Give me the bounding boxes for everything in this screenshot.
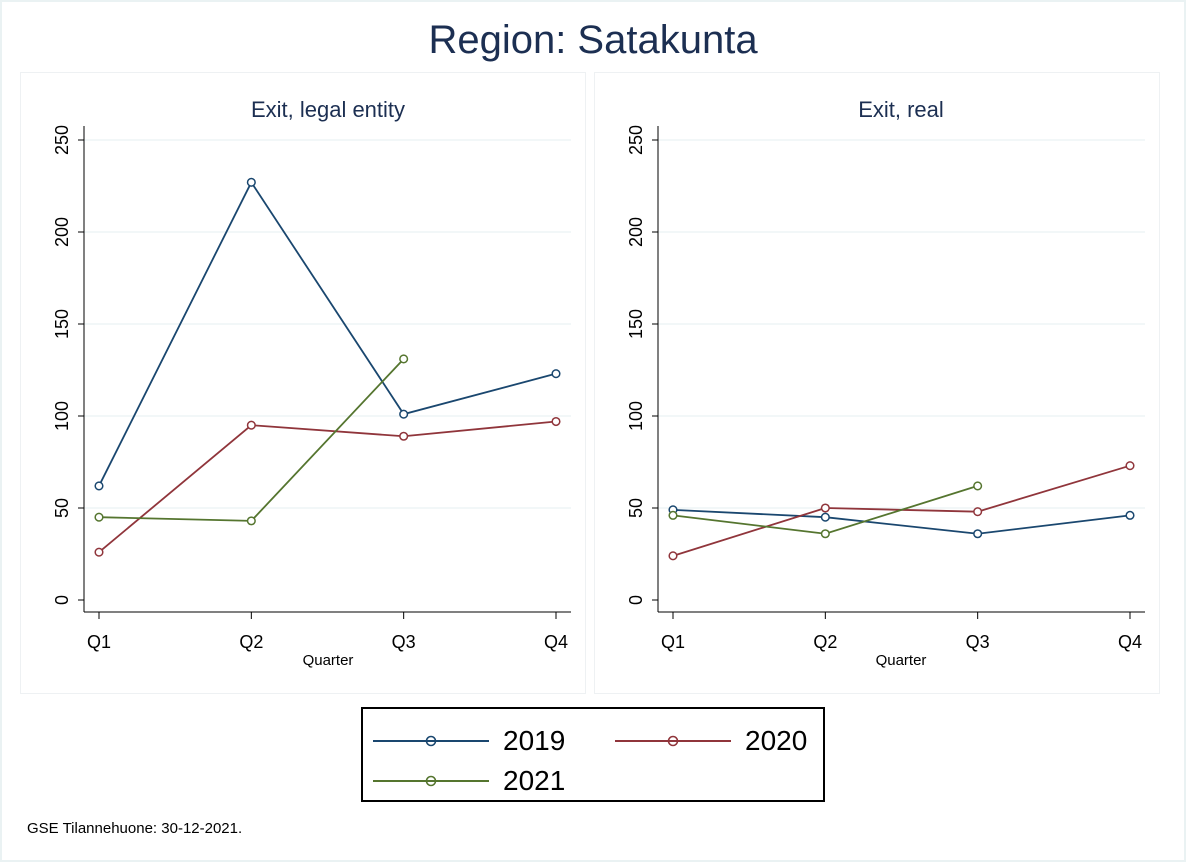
legend-marker-2019 bbox=[425, 735, 437, 747]
legend: 2019 2020 2021 bbox=[361, 707, 825, 802]
legend-marker-2020 bbox=[667, 735, 679, 747]
panel-title: Exit, real bbox=[858, 97, 944, 122]
y-tick-label-250: 250 bbox=[626, 125, 646, 155]
point-2020-Q2 bbox=[820, 503, 830, 513]
point-2019-Q3 bbox=[973, 529, 983, 539]
y-tick-label-0: 0 bbox=[52, 595, 72, 605]
point-2019-Q4 bbox=[551, 369, 561, 379]
point-2019-Q3 bbox=[399, 409, 409, 419]
point-2021-Q1 bbox=[94, 512, 104, 522]
series-line-2019 bbox=[672, 508, 1131, 535]
legend-item-2021: 2021 bbox=[373, 765, 565, 797]
legend-item-2020: 2020 bbox=[615, 725, 807, 757]
x-axis-title: Quarter bbox=[303, 652, 354, 669]
main-title: Region: Satakunta bbox=[428, 18, 758, 62]
y-tick-label-100: 100 bbox=[626, 401, 646, 431]
point-2020-Q4 bbox=[551, 416, 561, 427]
point-2019-Q2 bbox=[820, 512, 830, 522]
legend-label-2021: 2021 bbox=[503, 765, 566, 796]
point-2020-Q1 bbox=[668, 551, 678, 561]
point-2020-Q3 bbox=[399, 431, 409, 441]
panel-right-border bbox=[594, 72, 1160, 694]
legend-marker-2021 bbox=[425, 775, 437, 787]
y-tick-label-150: 150 bbox=[52, 309, 72, 339]
y-tick-label-200: 200 bbox=[52, 217, 72, 247]
point-2020-Q4 bbox=[1125, 461, 1135, 471]
y-tick-label-50: 50 bbox=[626, 498, 646, 518]
legend-label-2020: 2020 bbox=[745, 725, 808, 756]
panel-2: Exit, real 0 50 100 150 200 250 Q1 Q2 Q3 Q4 Quarter bbox=[626, 97, 1145, 669]
legend-swatch-2019 bbox=[373, 735, 489, 747]
point-2020-Q2 bbox=[246, 420, 256, 430]
y-tick-label-0: 0 bbox=[626, 595, 646, 605]
footnote: GSE Tilannehuone: 30-12-2021. bbox=[27, 820, 243, 837]
point-2021-Q3 bbox=[973, 481, 983, 491]
point-2019-Q1 bbox=[94, 481, 104, 491]
y-tick-label-50: 50 bbox=[52, 498, 72, 518]
series-line-2020 bbox=[98, 420, 557, 553]
point-2021-Q2 bbox=[820, 529, 830, 539]
point-2020-Q3 bbox=[973, 507, 983, 517]
legend-label-2019: 2019 bbox=[503, 725, 566, 756]
legend-swatch-2020 bbox=[615, 735, 731, 747]
x-tick-label-Q4: Q4 bbox=[544, 632, 568, 652]
y-tick-label-200: 200 bbox=[626, 217, 646, 247]
charts-svg: Exit, legal entity 0 50 100 150 200 250 Q1 Q2 Q3 Q… bbox=[52, 97, 1145, 669]
panel-1: Exit, legal entity 0 50 100 150 200 250 Q1 Q2 Q3 Q… bbox=[52, 97, 571, 669]
x-tick-label-Q4: Q4 bbox=[1118, 632, 1142, 652]
point-2020-Q1 bbox=[94, 547, 104, 557]
x-tick-label-Q1: Q1 bbox=[661, 632, 685, 652]
point-2019-Q2 bbox=[246, 177, 256, 187]
series-line-2019 bbox=[98, 180, 557, 487]
x-tick-label-Q3: Q3 bbox=[392, 632, 416, 652]
x-axis-title: Quarter bbox=[876, 652, 927, 669]
x-tick-label-Q1: Q1 bbox=[87, 632, 111, 652]
legend-item-2019: 2019 bbox=[373, 725, 565, 757]
panel-left-border bbox=[20, 72, 586, 694]
point-2019-Q4 bbox=[1125, 510, 1135, 520]
panel-title: Exit, legal entity bbox=[251, 97, 405, 122]
x-tick-label-Q2: Q2 bbox=[813, 632, 837, 652]
y-tick-label-150: 150 bbox=[626, 309, 646, 339]
point-2021-Q1 bbox=[668, 510, 678, 520]
legend-swatch-2021 bbox=[373, 775, 489, 787]
y-tick-label-250: 250 bbox=[52, 125, 72, 155]
y-tick-label-100: 100 bbox=[52, 401, 72, 431]
x-tick-label-Q3: Q3 bbox=[966, 632, 990, 652]
x-tick-label-Q2: Q2 bbox=[239, 632, 263, 652]
series-line-2021 bbox=[98, 358, 405, 522]
point-2021-Q2 bbox=[246, 516, 256, 526]
point-2021-Q3 bbox=[399, 354, 409, 364]
